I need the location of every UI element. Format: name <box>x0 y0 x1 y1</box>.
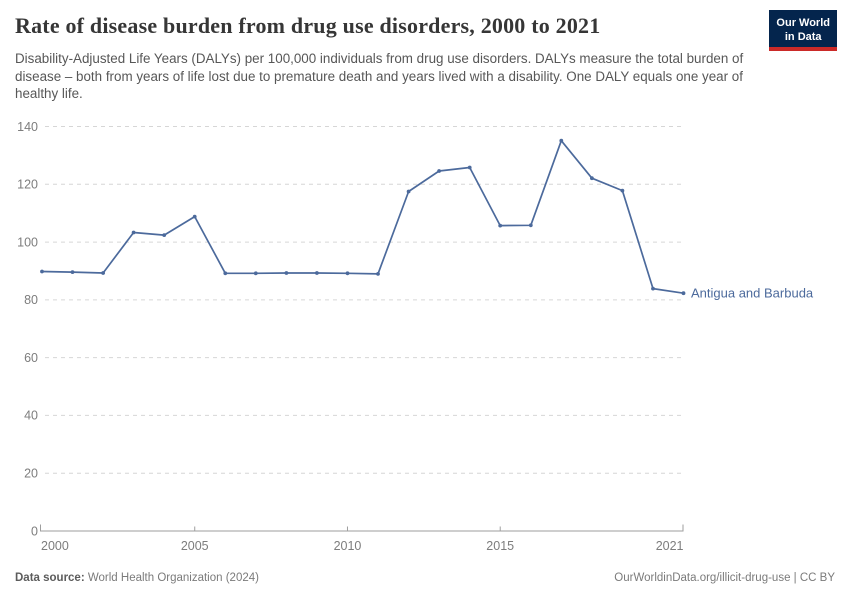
chart-footer: Data source: World Health Organization (… <box>15 572 835 584</box>
data-point[interactable] <box>315 271 319 275</box>
data-point[interactable] <box>406 189 411 194</box>
series-label[interactable]: Antigua and Barbuda <box>691 286 814 301</box>
data-point[interactable] <box>498 223 503 228</box>
data-point[interactable] <box>528 223 533 228</box>
data-point[interactable] <box>40 269 44 274</box>
y-axis-tick-label: 120 <box>17 178 38 192</box>
x-axis-tick-label: 2000 <box>41 539 69 553</box>
data-point[interactable] <box>437 169 441 173</box>
data-point[interactable] <box>376 272 380 276</box>
owid-logo[interactable]: Our World in Data <box>769 10 837 52</box>
data-point[interactable] <box>559 138 564 143</box>
x-axis-tick-label: 2015 <box>486 539 514 553</box>
data-point[interactable] <box>223 271 228 276</box>
owid-logo-line2: in Data <box>784 31 822 44</box>
data-point[interactable] <box>70 270 75 274</box>
y-axis-tick-label: 80 <box>24 293 38 307</box>
y-axis-tick-label: 60 <box>24 351 38 365</box>
attribution-text[interactable]: OurWorldinData.org/illicit-drug-use | CC… <box>614 572 835 584</box>
x-axis-tick-label: 2005 <box>181 539 209 553</box>
page-title: Rate of disease burden from drug use dis… <box>15 13 601 38</box>
data-point[interactable] <box>192 214 197 219</box>
y-axis-tick-label: 40 <box>24 409 38 423</box>
data-point[interactable] <box>467 165 472 170</box>
owid-logo-line1: Our World <box>776 17 830 29</box>
y-axis-tick-label: 20 <box>24 467 38 481</box>
data-point[interactable] <box>284 271 289 275</box>
data-line[interactable] <box>41 139 685 295</box>
x-axis-tick-label: 2021 <box>656 539 684 553</box>
data-point[interactable] <box>590 176 594 181</box>
data-source-value: World Health Organization (2024) <box>84 572 259 584</box>
data-point[interactable] <box>131 230 136 235</box>
data-point[interactable] <box>345 271 350 276</box>
data-point[interactable] <box>681 291 686 296</box>
data-point[interactable] <box>253 271 258 276</box>
chart-subtitle: Disability-Adjusted Life Years (DALYs) p… <box>15 51 744 102</box>
data-source-label: Data source: <box>15 572 85 584</box>
attribution: OurWorldinData.org/illicit-drug-use | CC… <box>614 572 835 584</box>
data-point[interactable] <box>162 233 167 238</box>
y-axis-tick-label: 100 <box>17 235 38 249</box>
y-axis-tick-label: 0 <box>31 524 38 538</box>
data-point[interactable] <box>651 286 655 291</box>
x-axis-tick-label: 2010 <box>334 539 362 553</box>
data-point[interactable] <box>101 271 105 275</box>
data-point[interactable] <box>620 188 625 193</box>
data-source: Data source: World Health Organization (… <box>15 572 259 584</box>
y-axis-tick-label: 140 <box>17 120 38 134</box>
